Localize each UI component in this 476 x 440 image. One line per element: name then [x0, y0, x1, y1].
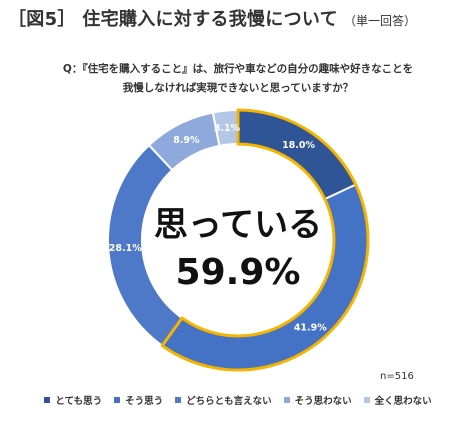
chart-title: ［図5］ 住宅購入に対する我慢について — [8, 9, 338, 30]
center-label-percent: 59.9% — [176, 252, 301, 293]
data-label-2: 41.9% — [294, 322, 327, 333]
survey-question: Q：『住宅を購入すること』は、旅行や車などの自分の趣味や好きなことを 我慢しなけ… — [0, 60, 476, 98]
legend-item-4: そう思わない — [283, 393, 352, 407]
legend-swatch-2 — [114, 397, 121, 403]
legend-item-5: 全く思わない — [363, 393, 432, 407]
legend-label-1: とても思う — [55, 396, 103, 407]
data-label-1: 18.0% — [282, 140, 315, 151]
legend-label-5: 全く思わない — [374, 396, 432, 407]
data-label-3: 28.1% — [109, 243, 142, 254]
legend-label-2: そう思う — [125, 396, 164, 407]
data-label-5: 3.1% — [214, 123, 241, 134]
legend-swatch-1 — [44, 397, 51, 403]
legend-swatch-4 — [283, 397, 290, 403]
legend-item-2: そう思う — [114, 393, 163, 407]
center-label-text: 思っている — [154, 205, 322, 245]
legend-label-4: そう思わない — [294, 396, 352, 407]
legend-label-3: どちらとも言えない — [186, 396, 272, 407]
legend-swatch-3 — [175, 397, 182, 403]
highlight-outline — [160, 108, 370, 372]
chart-legend: とても思う そう思う どちらとも言えない そう思わない 全く思わない — [0, 393, 476, 407]
sample-size-label: n=516 — [380, 371, 414, 382]
legend-item-1: とても思う — [44, 393, 102, 407]
legend-swatch-5 — [363, 397, 370, 403]
data-label-4: 8.9% — [173, 135, 200, 146]
chart-header: ［図5］ 住宅購入に対する我慢について （単一回答） — [8, 5, 468, 39]
legend-item-3: どちらとも言えない — [175, 393, 272, 407]
chart-subtitle: （単一回答） — [343, 14, 416, 28]
question-line-1: Q：『住宅を購入すること』は、旅行や車などの自分の趣味や好きなことを — [62, 63, 414, 75]
question-line-2: 我慢しなければ実現できないと思っていますか？ — [122, 82, 354, 94]
